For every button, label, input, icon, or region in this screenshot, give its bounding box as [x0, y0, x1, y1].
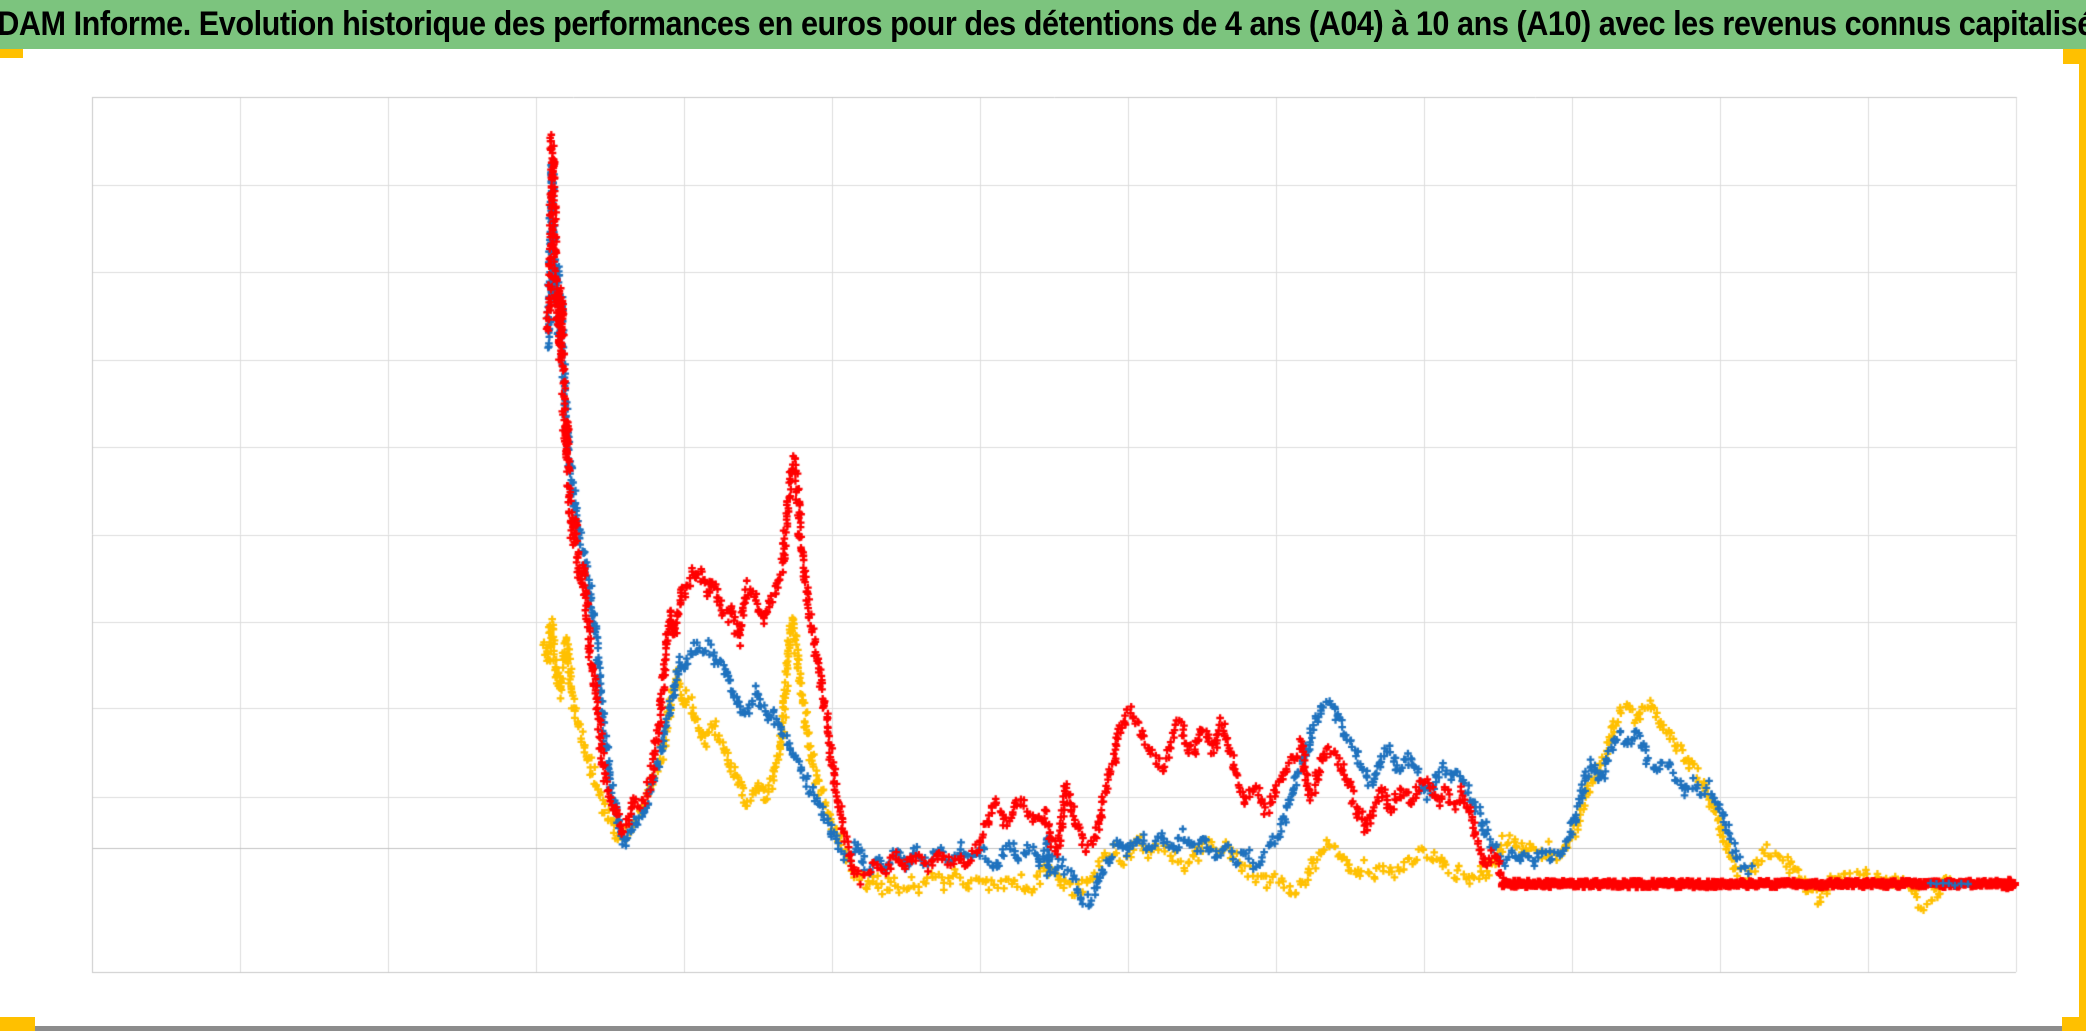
corner-accent-bottom-right — [2062, 1017, 2086, 1031]
corner-accent-top-left — [0, 49, 23, 58]
bottom-edge-bar — [0, 1026, 2086, 1031]
page-title: ADAM Informe. Evolution historique des p… — [0, 5, 2086, 43]
corner-accent-bottom-left — [0, 1017, 35, 1031]
right-edge-accent — [2079, 49, 2086, 1031]
title-bar: ADAM Informe. Evolution historique des p… — [0, 0, 2086, 49]
